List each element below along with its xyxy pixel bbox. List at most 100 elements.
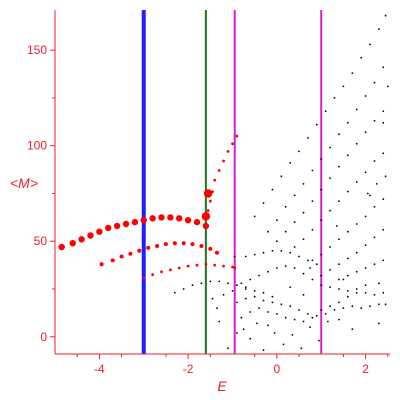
data-point — [311, 278, 314, 281]
data-point — [78, 236, 85, 243]
data-point — [320, 219, 323, 222]
data-point — [346, 190, 349, 193]
data-point — [364, 244, 367, 247]
data-point — [329, 269, 331, 271]
data-point — [284, 205, 287, 208]
x-tick-label: 0 — [274, 362, 281, 376]
data-point — [293, 267, 296, 269]
data-point — [327, 320, 329, 323]
data-point — [346, 295, 349, 298]
data-point — [366, 192, 369, 195]
data-point — [253, 295, 256, 298]
data-point — [309, 267, 311, 269]
data-point — [267, 324, 269, 327]
data-point — [110, 258, 115, 263]
data-point — [329, 246, 331, 248]
data-point — [382, 291, 385, 294]
data-point — [309, 326, 311, 329]
data-point — [226, 150, 230, 153]
data-point — [355, 181, 358, 183]
data-point — [373, 293, 376, 296]
data-point — [382, 198, 385, 201]
data-point — [384, 303, 387, 306]
data-point — [338, 301, 340, 304]
data-point — [293, 194, 296, 197]
data-point — [227, 282, 229, 285]
data-point — [311, 200, 314, 203]
data-point — [137, 248, 142, 253]
data-point — [276, 267, 278, 269]
data-point — [173, 291, 176, 294]
data-point — [320, 253, 323, 256]
data-point — [311, 169, 314, 172]
data-point — [351, 328, 354, 331]
data-point — [163, 242, 168, 247]
data-point — [329, 146, 331, 149]
data-point — [211, 297, 214, 300]
data-point — [293, 246, 296, 248]
data-point — [364, 267, 367, 269]
data-point — [338, 278, 340, 281]
data-point — [364, 171, 367, 174]
data-point — [271, 295, 274, 298]
data-point — [233, 255, 236, 258]
data-point — [302, 183, 305, 185]
y-tick-label: 0 — [40, 330, 47, 344]
data-point — [122, 220, 130, 228]
data-point — [342, 85, 345, 88]
y-tick-label: 150 — [27, 43, 47, 57]
data-point — [262, 349, 265, 352]
data-point — [267, 230, 269, 233]
data-point — [244, 255, 247, 258]
data-point — [364, 215, 367, 218]
data-points — [58, 14, 389, 352]
data-point — [307, 259, 309, 262]
data-point — [338, 288, 340, 290]
data-point — [293, 318, 296, 321]
data-point — [364, 291, 367, 294]
data-point — [273, 332, 276, 334]
data-point — [240, 316, 243, 319]
data-point — [289, 286, 292, 288]
data-point — [235, 134, 239, 138]
data-point — [208, 199, 212, 203]
data-point — [271, 188, 274, 191]
data-point — [242, 328, 245, 331]
data-point — [355, 270, 358, 273]
data-point — [320, 158, 323, 161]
data-point — [191, 284, 194, 287]
data-point — [155, 244, 160, 248]
data-point — [338, 200, 340, 203]
data-point — [249, 278, 252, 281]
data-point — [382, 152, 385, 155]
data-point — [231, 290, 234, 292]
data-point — [315, 123, 318, 126]
data-point — [169, 268, 172, 272]
data-point — [253, 290, 256, 292]
data-point — [311, 259, 314, 262]
data-point — [69, 240, 76, 247]
data-point — [140, 217, 147, 224]
data-point — [298, 255, 300, 258]
data-point — [338, 165, 340, 168]
data-point — [193, 218, 201, 226]
data-point — [113, 222, 121, 230]
data-point — [333, 97, 336, 99]
data-point — [302, 272, 305, 275]
data-point — [320, 188, 323, 191]
data-point — [209, 280, 212, 283]
data-point — [204, 262, 208, 266]
data-point — [373, 160, 376, 162]
data-point — [190, 242, 195, 247]
data-point — [201, 212, 211, 221]
data-point — [320, 274, 323, 277]
data-point — [289, 162, 292, 164]
data-point — [302, 293, 305, 296]
data-point — [195, 263, 199, 267]
data-point — [181, 241, 186, 246]
data-point — [276, 219, 278, 222]
data-point — [338, 318, 340, 321]
data-point — [231, 142, 234, 146]
data-point — [215, 250, 219, 255]
data-point — [315, 263, 318, 266]
